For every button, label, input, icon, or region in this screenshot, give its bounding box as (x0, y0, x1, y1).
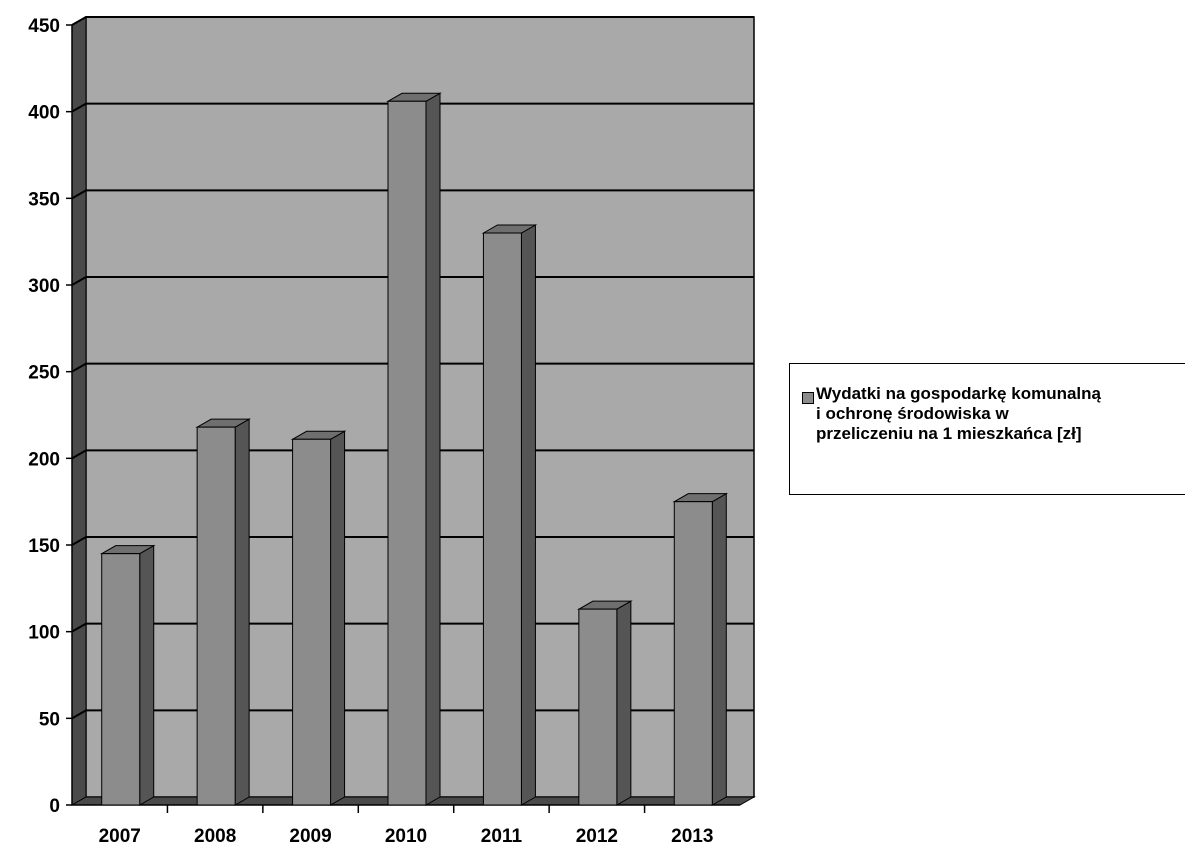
bar-front (387, 100, 427, 806)
bar (290, 430, 347, 806)
y-tick-label: 50 (39, 709, 60, 730)
x-tick-label: 2012 (576, 826, 618, 847)
bar-side (425, 92, 441, 806)
bar-side (330, 430, 346, 806)
y-tick-label: 300 (28, 276, 60, 297)
bar-front (578, 608, 618, 806)
y-tick-label: 400 (28, 103, 60, 124)
bar (576, 600, 633, 806)
legend-label: Wydatki na gospodarkę komunalną i ochron… (816, 384, 1101, 443)
y-tick-label: 100 (28, 623, 60, 644)
side-wall (71, 16, 87, 806)
y-tick-label: 0 (49, 796, 60, 817)
bar (481, 224, 538, 806)
bar-front (482, 232, 522, 806)
bar-side (139, 544, 155, 806)
gridline (71, 102, 754, 113)
bar-side (616, 600, 632, 806)
bar-front (196, 426, 236, 806)
bar-front (101, 553, 141, 806)
gridline (71, 16, 754, 26)
bar (99, 544, 156, 806)
y-tick-label: 150 (28, 536, 60, 557)
x-tick-label: 2008 (194, 826, 236, 847)
x-tick-label: 2010 (385, 826, 427, 847)
x-tick-label: 2013 (671, 826, 713, 847)
bar-side (520, 224, 536, 806)
y-tick-label: 200 (28, 449, 60, 470)
bar (672, 492, 729, 806)
y-tick-label: 250 (28, 363, 60, 384)
bar (195, 418, 252, 806)
x-tick-label: 2011 (481, 826, 523, 847)
bars (99, 92, 729, 806)
bar-side (234, 418, 250, 806)
legend-swatch (802, 392, 814, 404)
bar-side (711, 492, 727, 806)
y-tick-label: 350 (28, 189, 60, 210)
bar-front (673, 501, 713, 806)
y-tick-label: 450 (28, 16, 60, 37)
legend: Wydatki na gospodarkę komunalną i ochron… (789, 363, 1185, 495)
gridline (71, 189, 754, 200)
bar-front (292, 438, 332, 806)
bar (386, 92, 442, 806)
x-tick-label: 2009 (289, 826, 331, 847)
x-tick-label: 2007 (99, 826, 141, 847)
tick-labels: 0 50 100 150 200 250 300 350 400 450 2007 2008 2009 2… (28, 16, 713, 847)
